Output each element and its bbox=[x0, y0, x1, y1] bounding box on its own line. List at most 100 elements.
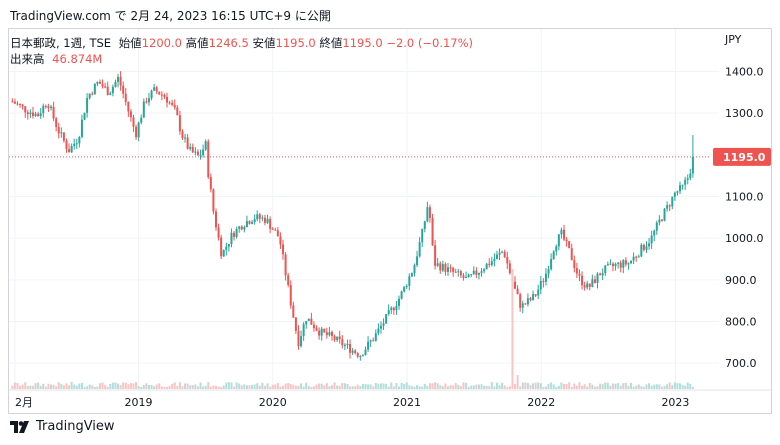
candle-up bbox=[336, 336, 339, 341]
candle-down bbox=[349, 343, 352, 353]
candle-down bbox=[91, 93, 94, 95]
volume-bar bbox=[655, 384, 658, 389]
candle-down bbox=[297, 330, 300, 347]
volume-bar bbox=[106, 386, 109, 389]
candle-down bbox=[503, 251, 506, 257]
volume-bar bbox=[635, 385, 638, 389]
candle-up bbox=[351, 350, 354, 353]
candle-up bbox=[555, 246, 558, 252]
volume-bar bbox=[583, 384, 586, 389]
x-tick-label: 2021 bbox=[393, 396, 421, 409]
volume-bar bbox=[88, 384, 91, 389]
volume-bar bbox=[462, 382, 465, 389]
candle-up bbox=[684, 179, 687, 185]
candle-up bbox=[80, 119, 83, 137]
volume-bar bbox=[521, 382, 524, 389]
volume-bar bbox=[271, 384, 274, 389]
volume-bar bbox=[145, 383, 148, 389]
candle-down bbox=[122, 85, 125, 94]
volume-bar bbox=[238, 383, 241, 389]
candle-up bbox=[485, 263, 488, 270]
footer-brand[interactable]: TradingView bbox=[10, 419, 115, 434]
candle-up bbox=[243, 226, 246, 230]
candle-down bbox=[534, 294, 537, 296]
volume-bar bbox=[194, 384, 197, 389]
candle-up bbox=[153, 87, 156, 91]
volume-bar bbox=[356, 384, 359, 389]
volume-bar bbox=[385, 383, 388, 389]
candle-up bbox=[544, 273, 547, 282]
candle-up bbox=[328, 332, 331, 336]
candle-down bbox=[248, 221, 251, 224]
chart-panel[interactable]: 700.0 800.0 900.0 1000.0 1100.0 1200.0 1300.0 1… bbox=[8, 28, 773, 415]
volume-bar bbox=[83, 386, 86, 389]
candle-up bbox=[230, 232, 233, 245]
candle-up bbox=[560, 229, 563, 235]
candle-up bbox=[88, 93, 91, 98]
volume-bar bbox=[552, 384, 555, 389]
candle-up bbox=[343, 344, 346, 346]
candle-down bbox=[132, 117, 135, 127]
volume-bar bbox=[676, 383, 679, 389]
candle-up bbox=[640, 244, 643, 257]
candle-up bbox=[142, 101, 145, 118]
candle-up bbox=[387, 310, 390, 315]
candle-up bbox=[251, 221, 254, 224]
volume-bar bbox=[132, 383, 135, 389]
candle-down bbox=[269, 218, 272, 229]
volume-bar bbox=[282, 385, 285, 389]
candle-up bbox=[305, 320, 308, 325]
volume-bar bbox=[251, 384, 254, 389]
candle-up bbox=[663, 208, 666, 221]
candle-up bbox=[681, 184, 684, 186]
volume-bar bbox=[483, 385, 486, 389]
candle-up bbox=[361, 355, 364, 357]
volume-bar bbox=[400, 382, 403, 389]
low-value: 1195.0 bbox=[275, 36, 316, 50]
volume-bar bbox=[666, 384, 669, 389]
volume-bar bbox=[124, 382, 127, 389]
volume-bar bbox=[537, 382, 540, 389]
volume-bar bbox=[60, 383, 63, 389]
candle-up bbox=[689, 173, 692, 179]
price-chart[interactable]: 700.0 800.0 900.0 1000.0 1100.0 1200.0 1300.0 1… bbox=[9, 29, 773, 415]
candle-down bbox=[13, 101, 16, 104]
candle-up bbox=[421, 228, 424, 243]
volume-bar bbox=[681, 384, 684, 389]
volume-bar bbox=[256, 383, 259, 389]
candle-down bbox=[57, 127, 60, 134]
candle-down bbox=[166, 96, 169, 103]
volume-bar bbox=[150, 384, 153, 389]
candle-up bbox=[521, 303, 524, 308]
volume-bar bbox=[19, 385, 22, 389]
candle-down bbox=[282, 244, 285, 255]
candle-up bbox=[586, 283, 589, 288]
volume-bar bbox=[550, 382, 553, 389]
symbol-label[interactable]: 日本郵政, 1週, TSE bbox=[10, 36, 112, 50]
volume-bar bbox=[245, 385, 248, 389]
volume-legend: 出来高 46.874M bbox=[10, 51, 102, 67]
volume-bar bbox=[446, 386, 449, 389]
candle-up bbox=[436, 263, 439, 266]
candle-down bbox=[642, 244, 645, 250]
volume-bar bbox=[477, 384, 480, 389]
candle-up bbox=[596, 273, 599, 283]
candle-up bbox=[140, 117, 143, 123]
volume-bar bbox=[470, 385, 473, 389]
volume-bar bbox=[398, 386, 401, 389]
volume-bar bbox=[55, 386, 58, 389]
volume-bar bbox=[269, 386, 272, 389]
x-tick-label: 2022 bbox=[527, 396, 555, 409]
candle-up bbox=[111, 86, 114, 94]
volume-bar bbox=[127, 384, 130, 389]
volume-value: 46.874M bbox=[52, 52, 103, 66]
candle-up bbox=[673, 192, 676, 197]
volume-bar bbox=[524, 382, 527, 389]
candle-down bbox=[599, 273, 602, 276]
volume-bar bbox=[140, 386, 143, 389]
candle-down bbox=[514, 281, 517, 289]
candle-down bbox=[119, 76, 122, 86]
volume-bar bbox=[555, 386, 558, 389]
volume-bar bbox=[449, 384, 452, 389]
volume-bar bbox=[292, 384, 295, 389]
